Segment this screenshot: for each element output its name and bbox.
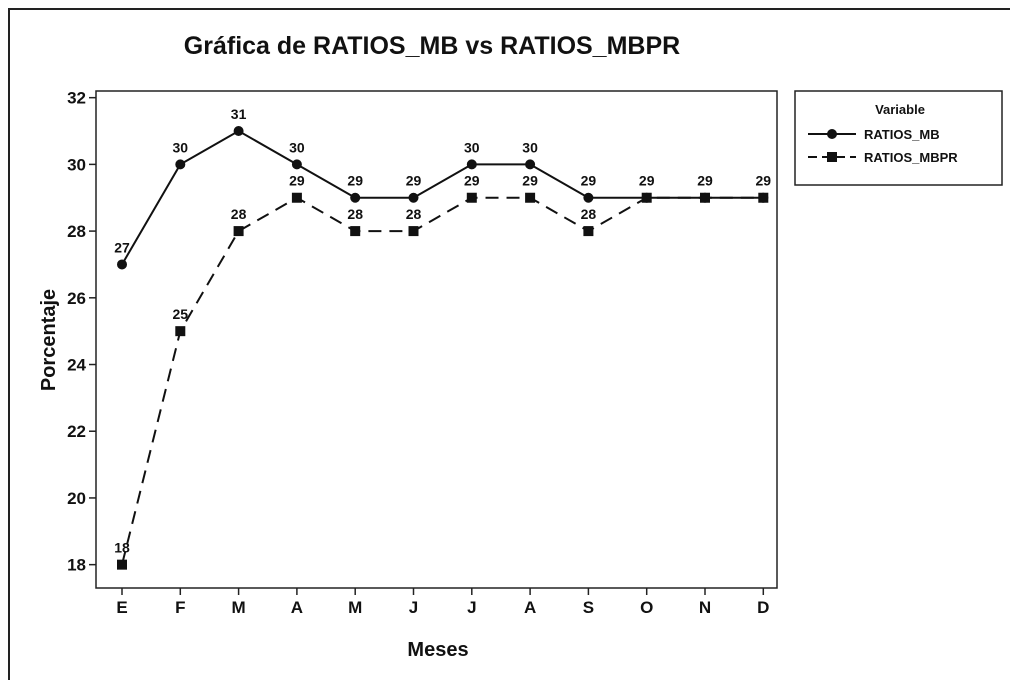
y-tick-label: 26 (67, 289, 86, 308)
data-label: 29 (522, 173, 538, 189)
x-tick-label: M (232, 598, 246, 617)
data-point (233, 226, 244, 237)
y-axis: 18 20 22 24 26 28 30 32 (67, 89, 96, 575)
y-tick-label: 24 (67, 356, 86, 375)
legend-title: Variable (875, 102, 925, 117)
x-tick-label: N (699, 598, 711, 617)
data-label: 28 (347, 206, 363, 222)
data-point (350, 226, 361, 237)
data-point (583, 226, 594, 237)
data-point (117, 559, 127, 570)
data-point (408, 226, 419, 237)
x-tick-label: D (757, 598, 769, 617)
data-label: 29 (639, 173, 655, 189)
data-point (466, 192, 477, 203)
data-label: 28 (406, 206, 422, 222)
y-tick-label: 28 (67, 222, 86, 241)
legend: Variable RATIOS_MB RATIOS_MBPR (794, 90, 1003, 186)
data-point (466, 159, 477, 170)
y-tick-label: 32 (67, 89, 86, 108)
data-point (700, 192, 710, 203)
legend-marker (827, 129, 837, 139)
data-label: 25 (173, 306, 189, 322)
data-label: 29 (289, 173, 305, 189)
data-point (117, 259, 127, 270)
plot-area (95, 90, 778, 589)
chart-frame (8, 8, 1010, 680)
x-axis-label: Meses (407, 639, 468, 661)
data-label: 29 (697, 173, 713, 189)
data-point (758, 192, 769, 203)
data-label: 30 (522, 139, 538, 155)
data-point (641, 192, 652, 203)
y-tick-label: 22 (67, 422, 86, 441)
series-line-ratios-mb (121, 129, 764, 265)
legend-entry-label: RATIOS_MBPR (864, 150, 958, 165)
x-tick-label: A (524, 598, 536, 617)
legend-marker (827, 152, 837, 162)
legend-entry-label: RATIOS_MB (864, 127, 940, 142)
y-axis-label: Porcentaje (38, 289, 60, 391)
x-tick-label: A (291, 598, 303, 617)
data-label: 27 (114, 239, 130, 255)
data-point (525, 192, 536, 203)
data-label: 18 (114, 540, 130, 556)
data-label: 29 (756, 173, 772, 189)
data-label: 29 (581, 173, 597, 189)
data-label: 30 (173, 139, 189, 155)
x-tick-label: J (409, 598, 418, 617)
data-label: 30 (464, 139, 480, 155)
data-point (525, 159, 536, 170)
x-tick-label: O (640, 598, 653, 617)
data-label: 29 (347, 173, 363, 189)
x-tick-label: J (467, 598, 476, 617)
data-point (175, 326, 186, 337)
data-label: 31 (231, 106, 247, 122)
legend-entries: RATIOS_MB RATIOS_MBPR (808, 127, 958, 165)
data-point (291, 159, 302, 170)
data-label: 29 (464, 173, 480, 189)
data-point (291, 192, 302, 203)
x-tick-label: E (116, 598, 127, 617)
y-tick-label: 18 (67, 556, 86, 575)
x-tick-label: F (175, 598, 185, 617)
x-tick-label: M (348, 598, 362, 617)
data-point (408, 192, 419, 203)
data-point (350, 192, 361, 203)
x-tick-label: S (583, 598, 594, 617)
data-point (175, 159, 186, 170)
data-point (583, 192, 594, 203)
data-label: 29 (406, 173, 422, 189)
data-label: 28 (231, 206, 247, 222)
chart-title: Gráfica de RATIOS_MB vs RATIOS_MBPR (184, 32, 680, 60)
data-labels: 27 30 31 30 29 29 30 30 29 18 25 28 29 28 28 29 29 28 29 29… (114, 106, 771, 556)
y-tick-label: 20 (67, 489, 86, 508)
data-label: 28 (581, 206, 597, 222)
series-line-ratios-mbpr (121, 196, 764, 565)
y-tick-label: 30 (67, 155, 86, 174)
data-point (233, 126, 244, 137)
series-layer (117, 126, 769, 570)
data-label: 30 (289, 139, 305, 155)
